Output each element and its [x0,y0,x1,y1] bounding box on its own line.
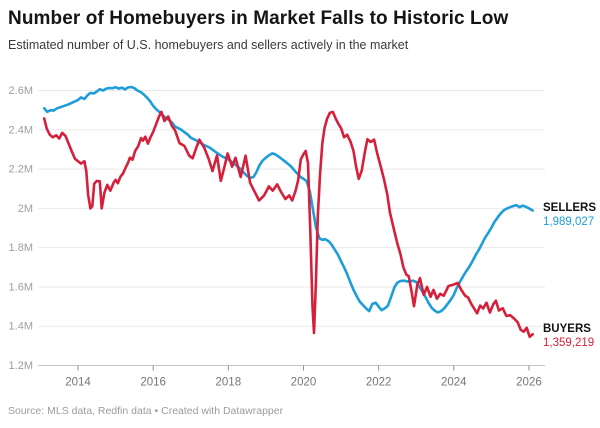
chart-subtitle: Estimated number of U.S. homebuyers and … [8,38,409,52]
y-axis-label-2.4M: 2.4M [9,124,33,136]
y-axis-label-1.8M: 1.8M [9,242,33,254]
y-axis-label-2.2M: 2.2M [9,164,33,176]
x-axis-label-2026: 2026 [516,377,542,389]
x-axis-label-2016: 2016 [140,377,166,389]
buyers-end-value: 1,359,219 [543,337,595,349]
y-axis-label-1.4M: 1.4M [9,321,33,333]
chart-footer: Source: MLS data, Redfin data • Created … [8,404,592,418]
datawrapper-credit-link[interactable]: Created with Datawrapper [161,405,284,417]
buyers-line [42,110,535,339]
y-axis-label-2.6M: 2.6M [9,85,33,97]
sellers-line [42,85,535,314]
x-axis-label-2018: 2018 [216,377,242,389]
y-axis-label-1.6M: 1.6M [9,281,33,293]
sellers-end-value: 1,989,027 [543,216,595,228]
page-title: Number of Homebuyers in Market Falls to … [8,8,509,29]
source-note: Source: MLS data, Redfin data [8,405,152,417]
x-axis-label-2014: 2014 [65,377,91,389]
sellers-series-label: SELLERS [543,202,597,214]
y-axis-label-1.2M: 1.2M [9,360,33,372]
buyers-series-label: BUYERS [543,323,591,335]
x-axis-label-2024: 2024 [441,377,467,389]
y-axis-label-2M: 2M [18,203,33,215]
x-axis-label-2020: 2020 [291,377,317,389]
footer-separator: • [151,405,162,417]
x-axis-label-2022: 2022 [366,377,392,389]
